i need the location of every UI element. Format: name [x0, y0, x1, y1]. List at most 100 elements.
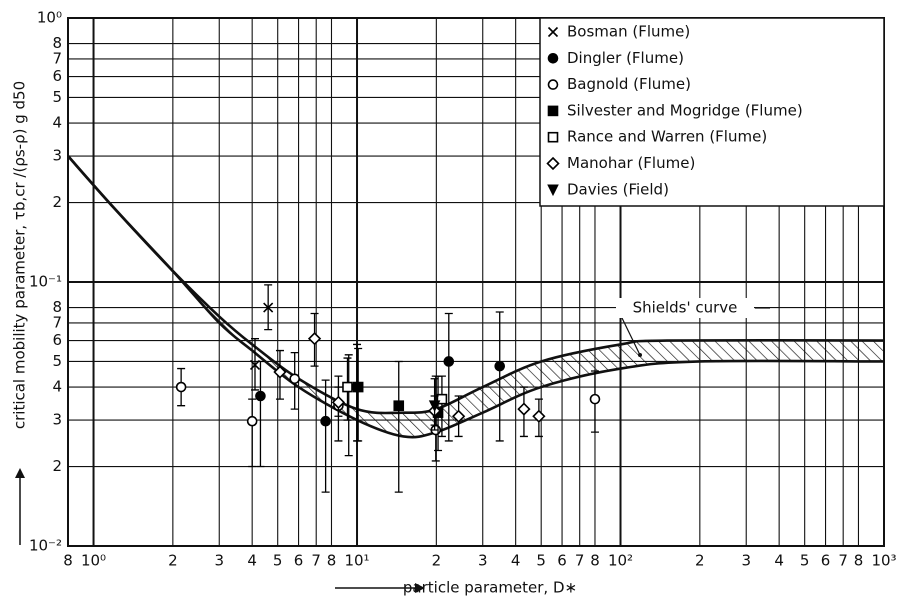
marker [289, 373, 300, 385]
annotation-dot [638, 353, 642, 357]
y-tick-label: 2 [52, 193, 62, 211]
legend-label: Bosman (Flume) [567, 23, 690, 41]
shields-curve [67, 155, 885, 439]
marker [331, 395, 346, 409]
marker [547, 131, 559, 143]
marker [532, 409, 546, 423]
x-tick-label: 4 [774, 552, 784, 570]
y-tick-label: 6 [52, 331, 62, 349]
marker [393, 400, 405, 411]
y-tick-label: 5 [52, 88, 62, 106]
y-tick-label: 10⁰ [37, 9, 62, 27]
x-tick-label: 4 [511, 552, 521, 570]
legend-label: Davies (Field) [567, 180, 669, 198]
marker [589, 393, 601, 405]
y-tick-label: 10⁻² [29, 537, 62, 555]
y-tick-label: 7 [52, 313, 62, 331]
error-bar [321, 379, 330, 493]
marker [547, 26, 559, 38]
y-tick-label: 8 [52, 34, 62, 52]
x-tick-label: 8 [327, 552, 337, 570]
y-tick-label: 8 [52, 298, 62, 316]
error-bar [495, 311, 504, 442]
error-bar [344, 354, 353, 457]
legend-label: Manohar (Flume) [567, 154, 695, 172]
plot-frame [67, 17, 885, 547]
y-tick-label: 10⁻¹ [29, 273, 62, 291]
marker [443, 356, 455, 367]
annotation-bg [616, 298, 754, 318]
y-tick-label: 4 [52, 378, 62, 396]
error-bar [394, 360, 403, 493]
marker [342, 381, 353, 393]
y-tick-label: 5 [52, 352, 62, 370]
legend-label: Silvester and Mogridge (Flume) [567, 101, 803, 119]
y-tick-label: 6 [52, 67, 62, 85]
x-tick-label: 10³ [871, 552, 896, 570]
y-tick-label: 7 [52, 49, 62, 67]
marker [263, 302, 274, 313]
marker [451, 409, 466, 423]
marker [428, 400, 441, 412]
y-arrowhead [15, 468, 25, 478]
x-tick-label: 8 [63, 552, 73, 570]
x-tick-label: 10⁰ [81, 552, 106, 570]
y-tick-label: 3 [52, 147, 62, 165]
x-tick-label: 7 [838, 552, 848, 570]
x-tick-label: 4 [247, 552, 257, 570]
marker [352, 381, 364, 393]
x-tick-label: 3 [741, 552, 751, 570]
y-tick-label: 4 [52, 114, 62, 132]
y-tick-label: 3 [52, 411, 62, 429]
x-tick-label: 2 [168, 552, 178, 570]
x-tick-label: 10¹ [344, 552, 369, 570]
marker [494, 360, 506, 372]
marker [547, 52, 559, 64]
x-arrowhead [415, 583, 425, 593]
legend-box [539, 17, 885, 207]
x-tick-label: 6 [821, 552, 831, 570]
marker [320, 415, 331, 427]
marker [175, 381, 187, 393]
x-tick-label: 3 [478, 552, 488, 570]
marker [273, 365, 287, 379]
legend-label: Dingler (Flume) [567, 49, 684, 67]
y-axis-label: critical mobility parameter, τb,cr /(ρs-… [11, 81, 29, 429]
marker [307, 332, 322, 346]
x-tick-label: 7 [575, 552, 585, 570]
marker [547, 105, 559, 117]
x-tick-label: 6 [294, 552, 304, 570]
x-tick-label: 5 [800, 552, 810, 570]
x-tick-label: 8 [590, 552, 600, 570]
marker [517, 402, 531, 416]
x-tick-label: 8 [854, 552, 864, 570]
x-tick-label: 5 [536, 552, 546, 570]
x-axis-label: particle parameter, D∗ [403, 579, 577, 597]
error-bar [354, 347, 363, 442]
marks [175, 284, 601, 493]
legend-label: Rance and Warren (Flume) [567, 128, 767, 146]
marker [246, 415, 258, 427]
x-tick-label: 2 [695, 552, 705, 570]
x-tick-label: 3 [214, 552, 224, 570]
annotation: Shields' curve [633, 299, 738, 317]
legend-label: Bagnold (Flume) [567, 75, 691, 93]
marker [255, 390, 266, 402]
band-group [67, 155, 885, 439]
annotation-leader [621, 317, 641, 356]
error-bar [256, 360, 265, 468]
error-bar [248, 398, 257, 468]
x-tick-label: 7 [311, 552, 321, 570]
y-tick-label: 2 [52, 457, 62, 475]
x-tick-label: 6 [557, 552, 567, 570]
error-bar [444, 312, 453, 442]
marker [546, 156, 560, 171]
x-tick-label: 2 [432, 552, 442, 570]
marker [547, 184, 559, 197]
x-tick-label: 5 [273, 552, 283, 570]
marker [436, 393, 448, 405]
error-bar [353, 343, 362, 442]
error-bar [437, 375, 446, 438]
legend: Bosman (Flume) Dingler (Flume) Bagnold (Fl… [539, 17, 885, 207]
